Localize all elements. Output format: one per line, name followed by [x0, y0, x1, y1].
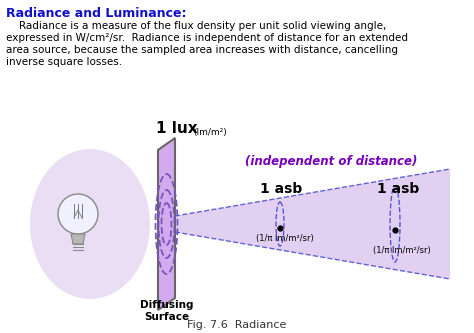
Circle shape [58, 194, 98, 234]
Text: Radiance is a measure of the flux density per unit solid viewing angle,: Radiance is a measure of the flux densit… [6, 21, 386, 31]
Text: Fig. 7.6  Radiance: Fig. 7.6 Radiance [187, 320, 287, 330]
Text: expressed in W/cm²/sr.  Radiance is independent of distance for an extended: expressed in W/cm²/sr. Radiance is indep… [6, 33, 408, 43]
Polygon shape [175, 169, 450, 279]
Text: 1 asb: 1 asb [260, 182, 302, 196]
Text: (1/π lm/m²/sr): (1/π lm/m²/sr) [373, 246, 431, 255]
Text: (independent of distance): (independent of distance) [245, 155, 418, 168]
Text: 1 lux: 1 lux [156, 121, 198, 136]
Polygon shape [71, 234, 85, 244]
Text: area source, because the sampled area increases with distance, cancelling: area source, because the sampled area in… [6, 45, 398, 55]
Text: (1/π lm/m²/sr): (1/π lm/m²/sr) [256, 234, 314, 243]
Text: 1 asb: 1 asb [377, 182, 419, 196]
Polygon shape [158, 138, 175, 310]
Text: inverse square losses.: inverse square losses. [6, 57, 122, 67]
Text: Diffusing
Surface: Diffusing Surface [140, 300, 193, 322]
Ellipse shape [30, 149, 150, 299]
Text: (lm/m²): (lm/m²) [193, 128, 227, 137]
Text: Radiance and Luminance:: Radiance and Luminance: [6, 7, 186, 20]
